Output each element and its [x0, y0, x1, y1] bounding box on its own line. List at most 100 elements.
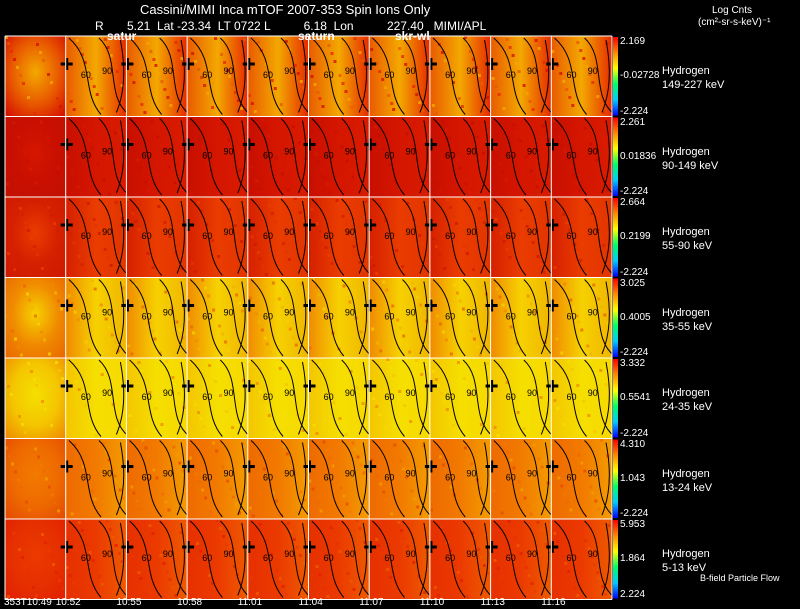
- pitch-label-60: 60: [263, 231, 273, 241]
- saturn-direction-marker: [364, 380, 377, 392]
- pitch-label-60: 60: [566, 392, 576, 402]
- saturn-direction-marker: [485, 219, 498, 231]
- pitch-label-60: 60: [263, 151, 273, 161]
- pitch-label-60: 60: [263, 392, 273, 402]
- saturn-direction-marker: [182, 380, 195, 392]
- pitch-angle-contour: [432, 279, 494, 357]
- saturn-direction-marker: [121, 380, 134, 392]
- spin-image-panel: [187, 36, 248, 117]
- spin-image-panel: [5, 277, 66, 358]
- pitch-label-90: 90: [406, 549, 416, 559]
- pitch-label-90: 90: [163, 66, 173, 76]
- pitch-angle-contour: [250, 118, 312, 196]
- pitch-label-90: 90: [345, 227, 355, 237]
- pitch-label-60: 60: [566, 312, 576, 322]
- saturn-direction-marker: [242, 299, 255, 312]
- pitch-label-90: 90: [163, 388, 173, 398]
- pitch-label-60: 60: [142, 553, 152, 563]
- spin-image-panel: [490, 116, 552, 197]
- saturn-direction-marker: [424, 219, 437, 231]
- time-tick-label: 10:55: [116, 597, 142, 608]
- saturn-direction-marker: [182, 541, 195, 553]
- saturn-direction-marker: [303, 380, 316, 392]
- spin-image-panel: [65, 277, 127, 358]
- pitch-label-60: 60: [81, 231, 91, 241]
- saturn-direction-marker: [303, 219, 316, 231]
- pitch-angle-contour: [432, 118, 494, 196]
- pitch-angle-contour: [190, 279, 251, 357]
- pitch-label-90: 90: [466, 549, 476, 559]
- pitch-angle-contour: [372, 37, 433, 115]
- colorbar: [613, 278, 618, 357]
- footer-note: B-field Particle Flow: [700, 573, 780, 583]
- pitch-label-90: 90: [527, 147, 537, 157]
- pitch-label-60: 60: [324, 151, 334, 161]
- spin-image-panel: [429, 116, 491, 197]
- saturn-direction-marker: [485, 138, 498, 151]
- colorbar: [613, 520, 618, 599]
- spin-image-panel: [247, 277, 309, 358]
- pitch-label-90: 90: [224, 388, 234, 398]
- pitch-label-60: 60: [263, 473, 273, 483]
- pitch-angle-contour: [68, 37, 130, 115]
- pitch-angle-contour: [372, 359, 433, 437]
- pitch-label-60: 60: [142, 392, 152, 402]
- pitch-label-60: 60: [263, 553, 273, 563]
- pitch-angle-contour: [68, 198, 130, 276]
- pitch-label-90: 90: [406, 469, 416, 479]
- spin-image-panel: [126, 519, 188, 600]
- saturn-direction-marker: [424, 138, 437, 151]
- pitch-label-90: 90: [466, 66, 476, 76]
- pitch-label-60: 60: [263, 312, 273, 322]
- spin-image-panel: [551, 36, 612, 117]
- saturn-direction-marker: [242, 58, 255, 70]
- time-tick-label: 11:16: [541, 597, 566, 608]
- pitch-label-90: 90: [102, 469, 112, 479]
- pitch-label-90: 90: [466, 308, 476, 318]
- saturn-direction-marker: [424, 58, 437, 70]
- pitch-label-60: 60: [566, 70, 576, 80]
- pitch-angle-contour: [372, 118, 433, 196]
- saturn-direction-marker: [60, 138, 73, 151]
- saturn-direction-marker: [303, 541, 316, 553]
- saturn-direction-marker: [182, 460, 195, 473]
- pitch-angle-contour: [372, 520, 433, 598]
- saturn-direction-marker: [424, 541, 437, 553]
- saturn-direction-marker: [364, 460, 377, 473]
- pitch-label-90: 90: [527, 549, 537, 559]
- pitch-label-90: 90: [406, 308, 416, 318]
- pitch-angle-contour: [129, 359, 190, 437]
- saturn-direction-marker: [546, 138, 559, 151]
- plot-title: Cassini/MIMI Inca mTOF 2007-353 Spin Ion…: [140, 2, 431, 17]
- pitch-label-90: 90: [102, 66, 112, 76]
- pitch-label-60: 60: [445, 312, 455, 322]
- pitch-label-90: 90: [224, 66, 234, 76]
- spin-image-panel: [369, 277, 430, 358]
- spin-image-panel: [308, 519, 370, 600]
- colorbar-title-1: Log Cnts: [712, 5, 753, 16]
- saturn-direction-marker: [364, 138, 377, 151]
- spin-image-panel: [429, 438, 491, 519]
- spin-image-panel: [65, 519, 127, 600]
- pitch-angle-contour: [311, 37, 373, 115]
- spin-image-panel: [187, 358, 248, 439]
- spin-image-panel: [247, 197, 309, 278]
- time-tick-label: 10:58: [177, 597, 203, 608]
- spin-image-panel: [308, 197, 370, 278]
- time-tick-label: 11:01: [237, 597, 263, 608]
- saturn-direction-marker: [242, 380, 255, 392]
- spin-image-panel: [490, 519, 552, 600]
- pitch-angle-contour: [372, 279, 433, 357]
- pitch-angle-contour: [554, 198, 615, 276]
- pitch-angle-contour: [554, 440, 615, 518]
- pitch-label-90: 90: [284, 147, 294, 157]
- pitch-label-60: 60: [81, 312, 91, 322]
- spin-image-panel: [5, 358, 66, 439]
- spin-image-panel: [126, 116, 188, 197]
- pitch-angle-contour: [432, 520, 494, 598]
- pitch-angle-contour: [190, 198, 251, 276]
- saturn-direction-marker: [546, 299, 559, 312]
- pitch-angle-contour: [129, 520, 190, 598]
- pitch-angle-contour: [129, 440, 190, 518]
- pitch-label-90: 90: [345, 469, 355, 479]
